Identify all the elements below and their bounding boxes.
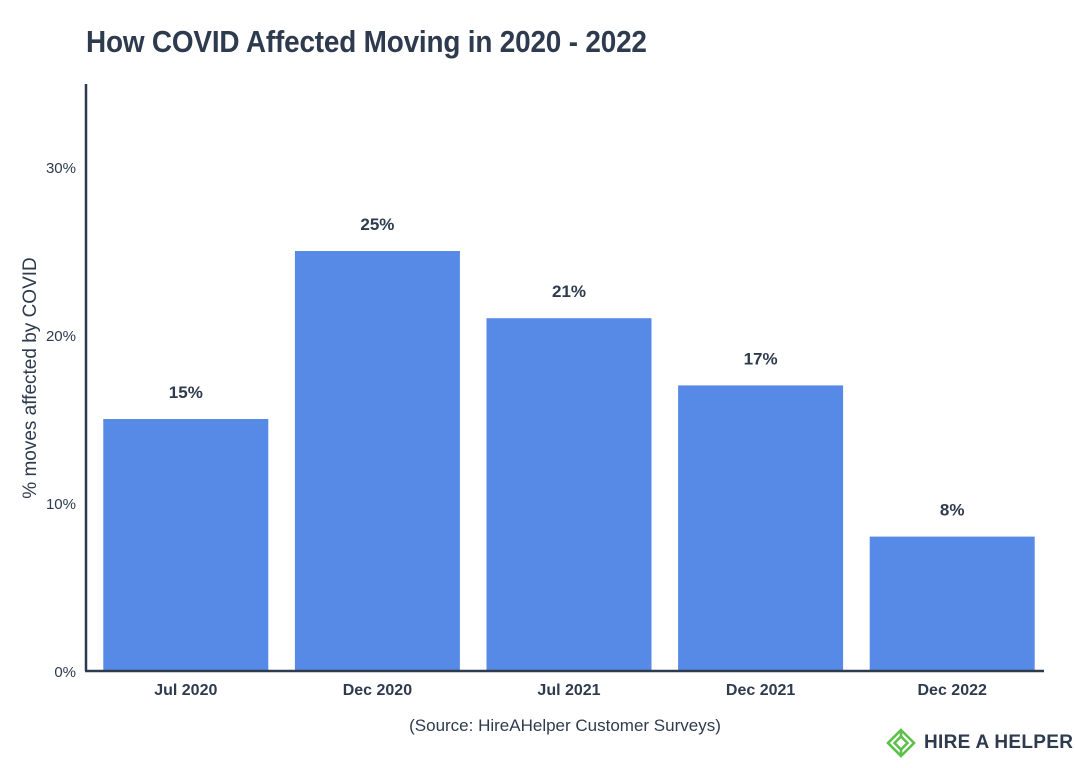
y-tick-label: 10% xyxy=(46,496,76,513)
bar-chart: 15% 25% 21% 17% 8% 0% 10% 20% 30% Jul 2020 Dec 2… xyxy=(20,84,1044,699)
bar-dec-2020 xyxy=(294,251,460,671)
x-tick-label: Dec 2022 xyxy=(918,682,987,699)
x-tick-label: Jul 2020 xyxy=(154,682,217,699)
chart-title: How COVID Affected Moving in 2020 - 2022 xyxy=(86,24,647,59)
y-axis-label: % moves affected by COVID xyxy=(20,257,41,498)
bar-jul-2021 xyxy=(486,318,652,671)
source-note: (Source: HireAHelper Customer Surveys) xyxy=(409,716,721,735)
bar-value-label: 21% xyxy=(552,282,586,301)
bar-value-label: 25% xyxy=(360,215,394,234)
x-tick-label: Dec 2021 xyxy=(726,682,795,699)
y-tick-label: 0% xyxy=(54,664,76,681)
x-tick-label: Dec 2020 xyxy=(343,682,412,699)
brand-name: HIRE A HELPER xyxy=(924,732,1074,753)
bar-dec-2021 xyxy=(678,385,844,671)
bar-value-label: 8% xyxy=(940,501,965,520)
y-tick-label: 20% xyxy=(46,328,76,345)
bar-dec-2022 xyxy=(869,536,1035,671)
bar-value-label: 15% xyxy=(169,383,203,402)
bar-value-label: 17% xyxy=(744,349,778,368)
brand-logo: HIRE A HELPER xyxy=(886,728,1073,758)
y-tick-label: 30% xyxy=(46,160,76,177)
x-tick-label: Jul 2021 xyxy=(537,682,600,699)
diamond-logo-icon xyxy=(886,728,916,758)
bar-jul-2020 xyxy=(103,419,269,671)
